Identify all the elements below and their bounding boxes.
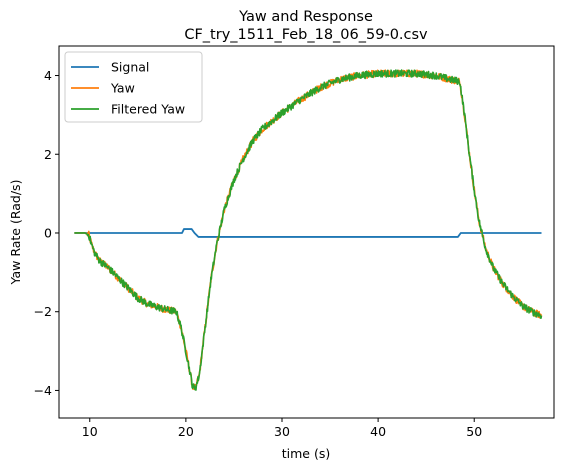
- x-tick-label: 30: [274, 424, 290, 439]
- series-layer: [74, 69, 543, 391]
- x-tick-label: 50: [466, 424, 482, 439]
- y-axis: −4 −2 0 2 4: [34, 68, 59, 398]
- y-tick-label: −2: [34, 304, 52, 319]
- legend-label: Signal: [111, 60, 149, 75]
- x-axis-label: time (s): [282, 446, 330, 461]
- chart-subtitle: CF_try_1511_Feb_18_06_59-0.csv: [184, 27, 428, 43]
- y-tick-label: 4: [44, 68, 52, 83]
- legend-label: Filtered Yaw: [111, 102, 185, 117]
- x-tick-label: 10: [82, 424, 98, 439]
- legend-label: Yaw: [110, 81, 135, 96]
- plot-frame: [58, 45, 555, 419]
- series-line-signal: [74, 228, 542, 238]
- y-tick-label: 2: [44, 147, 52, 162]
- y-tick-label: 0: [44, 225, 52, 240]
- x-axis: 10 20 30 40 50: [82, 418, 482, 439]
- legend: Signal Yaw Filtered Yaw: [64, 51, 203, 123]
- y-tick-label: −4: [34, 383, 52, 398]
- x-tick-label: 20: [178, 424, 194, 439]
- y-axis-label: Yaw Rate (Rad/s): [8, 180, 23, 286]
- chart-title: Yaw and Response: [238, 9, 373, 25]
- series-line-filtered-yaw: [74, 69, 543, 391]
- legend-box: [64, 51, 203, 123]
- x-tick-label: 40: [370, 424, 386, 439]
